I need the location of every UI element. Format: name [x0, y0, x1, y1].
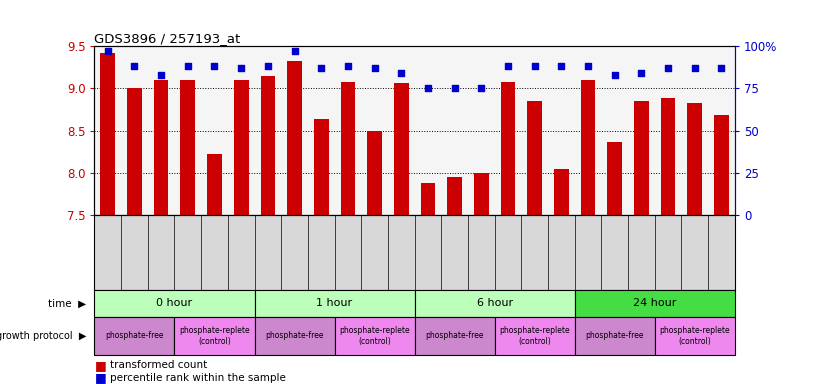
Point: [261, 63, 274, 70]
Bar: [94, 317, 175, 355]
Point: [314, 65, 328, 71]
Text: GDS3896 / 257193_at: GDS3896 / 257193_at: [94, 32, 241, 45]
Point: [608, 72, 621, 78]
Bar: [287, 61, 302, 215]
Point: [528, 63, 541, 70]
Text: percentile rank within the sample: percentile rank within the sample: [110, 373, 287, 383]
Bar: [394, 83, 409, 215]
Point: [181, 63, 195, 70]
Point: [555, 63, 568, 70]
Point: [208, 63, 221, 70]
Point: [662, 65, 675, 71]
Bar: [100, 53, 115, 215]
Bar: [260, 76, 275, 215]
Point: [475, 85, 488, 91]
Point: [342, 63, 355, 70]
Text: phosphate-free: phosphate-free: [585, 331, 644, 341]
Point: [101, 48, 114, 54]
Text: phosphate-replete
(control): phosphate-replete (control): [499, 326, 570, 346]
Bar: [341, 83, 355, 215]
Bar: [575, 290, 735, 317]
Bar: [314, 119, 328, 215]
Text: 0 hour: 0 hour: [156, 298, 193, 308]
Bar: [181, 80, 195, 215]
Point: [368, 65, 381, 71]
Point: [288, 48, 301, 54]
Point: [154, 72, 167, 78]
Bar: [554, 169, 569, 215]
Bar: [234, 80, 249, 215]
Text: 24 hour: 24 hour: [633, 298, 677, 308]
Point: [502, 63, 515, 70]
Bar: [127, 88, 142, 215]
Bar: [255, 317, 335, 355]
Bar: [474, 173, 488, 215]
Point: [635, 70, 648, 76]
Bar: [655, 317, 735, 355]
Text: transformed count: transformed count: [110, 360, 208, 370]
Text: 6 hour: 6 hour: [476, 298, 513, 308]
Point: [421, 85, 434, 91]
Bar: [714, 114, 729, 215]
Bar: [687, 103, 702, 215]
Bar: [415, 290, 575, 317]
Point: [581, 63, 594, 70]
Bar: [367, 131, 382, 215]
Text: phosphate-replete
(control): phosphate-replete (control): [339, 326, 410, 346]
Bar: [494, 317, 575, 355]
Point: [688, 65, 701, 71]
Point: [235, 65, 248, 71]
Text: phosphate-free: phosphate-free: [425, 331, 484, 341]
Bar: [501, 83, 516, 215]
Text: phosphate-free: phosphate-free: [265, 331, 323, 341]
Bar: [661, 98, 676, 215]
Bar: [207, 154, 222, 215]
Text: phosphate-replete
(control): phosphate-replete (control): [659, 326, 730, 346]
Text: ■: ■: [94, 371, 106, 384]
Text: time  ▶: time ▶: [48, 298, 86, 308]
Bar: [94, 290, 255, 317]
Bar: [420, 183, 435, 215]
Bar: [527, 101, 542, 215]
Bar: [415, 317, 494, 355]
Point: [128, 63, 141, 70]
Point: [715, 65, 728, 71]
Bar: [154, 80, 168, 215]
Bar: [255, 290, 415, 317]
Text: phosphate-replete
(control): phosphate-replete (control): [179, 326, 250, 346]
Bar: [608, 142, 622, 215]
Text: 1 hour: 1 hour: [316, 298, 353, 308]
Text: growth protocol  ▶: growth protocol ▶: [0, 331, 86, 341]
Bar: [175, 317, 255, 355]
Point: [448, 85, 461, 91]
Bar: [335, 317, 415, 355]
Text: phosphate-free: phosphate-free: [105, 331, 163, 341]
Point: [395, 70, 408, 76]
Bar: [580, 80, 595, 215]
Bar: [634, 101, 649, 215]
Bar: [575, 317, 655, 355]
Bar: [447, 177, 462, 215]
Text: ■: ■: [94, 359, 106, 372]
